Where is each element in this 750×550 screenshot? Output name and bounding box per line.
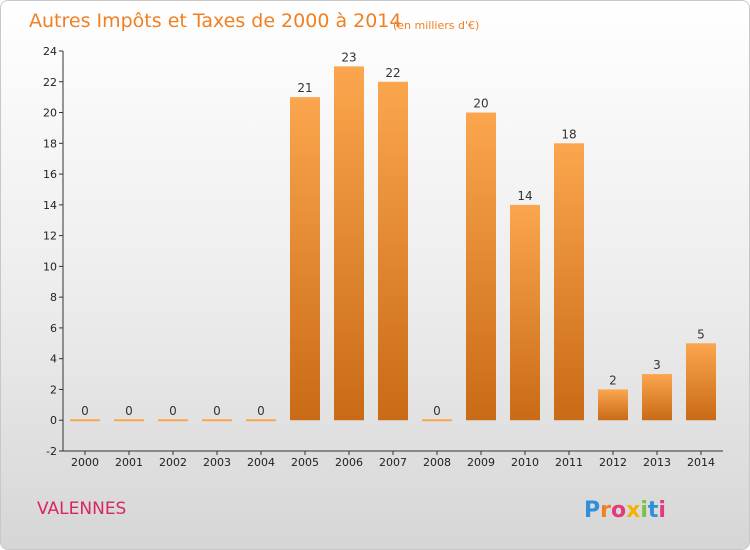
data-label: 0 [213, 404, 221, 418]
x-tick-label: 2010 [511, 456, 539, 469]
y-tick-label: 16 [43, 168, 57, 181]
bar [114, 419, 144, 422]
y-tick-label: 22 [43, 76, 57, 89]
bar [202, 419, 232, 422]
data-label: 23 [341, 50, 356, 64]
bar [246, 419, 276, 422]
y-tick-label: 20 [43, 107, 57, 120]
bar [334, 66, 364, 421]
bar [158, 419, 188, 422]
bar [422, 419, 452, 422]
data-label: 0 [433, 404, 441, 418]
bars [70, 66, 716, 422]
y-tick-label: 2 [50, 383, 57, 396]
data-label: 3 [653, 358, 661, 372]
x-tick-label: 2013 [643, 456, 671, 469]
data-label: 21 [297, 81, 312, 95]
y-tick-label: 12 [43, 230, 57, 243]
data-label: 0 [257, 404, 265, 418]
y-tick-label: 8 [50, 291, 57, 304]
x-tick-label: 2007 [379, 456, 407, 469]
x-tick-label: 2006 [335, 456, 363, 469]
y-tick-label: 24 [43, 45, 57, 58]
x-tick-label: 2000 [71, 456, 99, 469]
chart-subtitle: (en milliers d'€) [393, 19, 479, 32]
y-tick-label: 18 [43, 137, 57, 150]
x-tick-label: 2003 [203, 456, 231, 469]
y-tick-label: 4 [50, 353, 57, 366]
bar [290, 97, 320, 421]
data-label: 0 [125, 404, 133, 418]
data-label: 14 [517, 189, 532, 203]
data-label: 5 [697, 327, 705, 341]
x-tick-label: 2002 [159, 456, 187, 469]
bar [70, 419, 100, 422]
bar [510, 204, 540, 421]
x-tick-label: 2001 [115, 456, 143, 469]
y-tick-label: -2 [46, 445, 57, 458]
place-name: VALENNES [37, 499, 126, 519]
y-tick-label: 0 [50, 414, 57, 427]
data-label: 0 [81, 404, 89, 418]
x-tick-label: 2011 [555, 456, 583, 469]
bar [378, 81, 408, 421]
bar [642, 374, 672, 421]
bar [554, 143, 584, 421]
bar [686, 343, 716, 421]
x-tick-label: 2012 [599, 456, 627, 469]
y-tick-label: 14 [43, 199, 57, 212]
x-tick-label: 2008 [423, 456, 451, 469]
bar [598, 389, 628, 421]
y-tick-label: 6 [50, 322, 57, 335]
y-tick-label: 10 [43, 260, 57, 273]
data-label: 22 [385, 66, 400, 80]
x-tick-label: 2009 [467, 456, 495, 469]
data-label: 18 [561, 127, 576, 141]
x-tick-label: 2005 [291, 456, 319, 469]
x-tick-label: 2014 [687, 456, 715, 469]
chart-title: Autres Impôts et Taxes de 2000 à 2014 [29, 10, 402, 32]
data-label: 0 [169, 404, 177, 418]
data-label: 20 [473, 97, 488, 111]
bar [466, 112, 496, 421]
proxiti-logo: Proxiti [584, 498, 666, 523]
data-label: 2 [609, 373, 617, 387]
x-tick-label: 2004 [247, 456, 275, 469]
